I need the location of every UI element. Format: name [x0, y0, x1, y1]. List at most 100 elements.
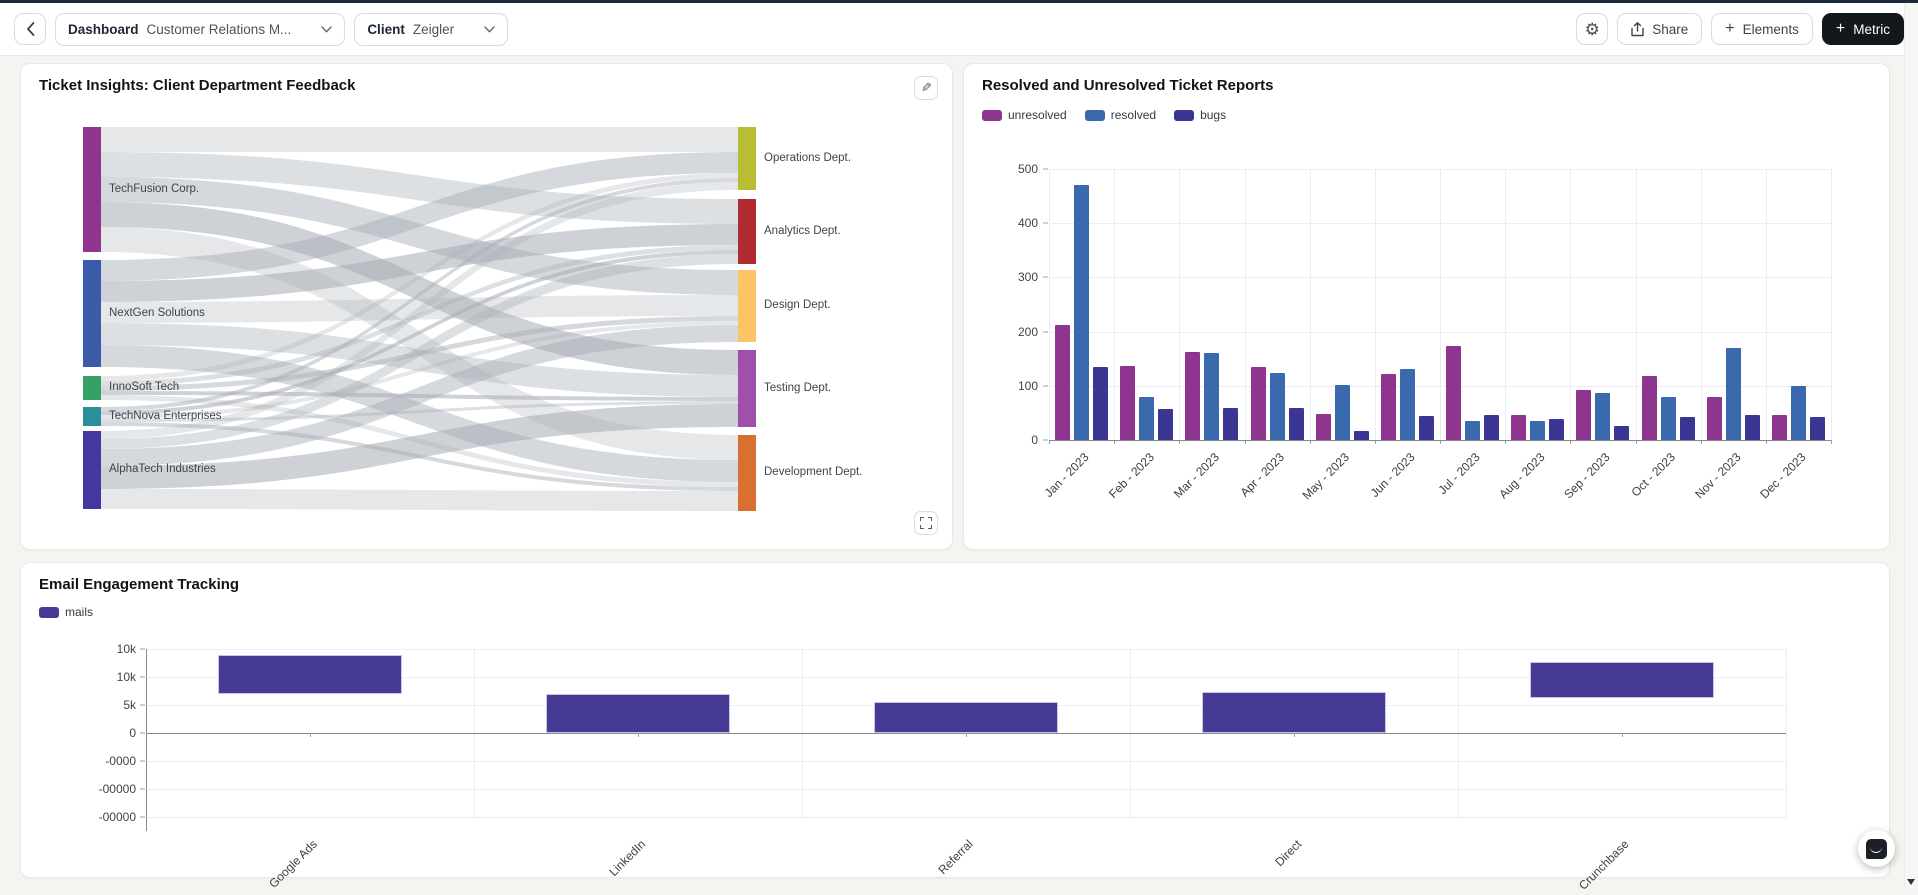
tickets-bar-chart: 500 400 300 200 100 0 Jan - 2023 Feb - 2023 Mar … — [1018, 162, 1832, 502]
bar-unresolved — [1185, 351, 1201, 440]
x-axis-label: Oct - 2023 — [1628, 450, 1678, 500]
mails-legend-item[interactable]: mails — [39, 605, 93, 619]
x-axis-label: Crunchbase — [1576, 837, 1632, 893]
x-axis-line — [1049, 440, 1831, 441]
tickets-card: Resolved and Unresolved Ticket Reports u… — [963, 63, 1890, 550]
sankey-node[interactable] — [83, 407, 101, 426]
x-tick — [1635, 440, 1637, 444]
share-icon — [1631, 21, 1644, 36]
bar-mails — [546, 694, 730, 733]
x-axis-label: Jan - 2023 — [1041, 450, 1092, 501]
chat-bubble-icon — [1866, 838, 1887, 859]
dashboard-selector-label: Dashboard — [68, 21, 139, 37]
gridline — [1049, 169, 1050, 440]
bar-bugs — [1809, 416, 1825, 440]
sankey-card-title: Ticket Insights: Client Department Feedb… — [39, 77, 356, 94]
legend-label: bugs — [1200, 108, 1227, 122]
client-selector[interactable]: Client Zeigler — [354, 12, 509, 46]
bar-bugs — [1549, 418, 1565, 440]
dashboard-selector-value: Customer Relations M... — [146, 21, 292, 37]
sankey-link — [101, 173, 738, 381]
mails-bar-chart: 10k 10k 5k 0 -0000 -00000 -00000 Google Ads Link… — [99, 642, 1787, 893]
tickets-legend-item[interactable]: bugs — [1174, 108, 1226, 122]
sankey-link — [101, 295, 738, 323]
sankey-node-label: TechNova Enterprises — [109, 409, 222, 422]
y-tick — [1043, 331, 1048, 333]
sankey-link — [101, 202, 738, 375]
x-axis-label: Apr - 2023 — [1237, 450, 1287, 500]
sankey-node[interactable] — [738, 350, 756, 427]
chevron-down-icon — [321, 25, 333, 32]
back-button[interactable] — [14, 13, 46, 45]
gridline — [1700, 169, 1702, 440]
gridline — [146, 789, 1786, 790]
x-tick — [638, 733, 639, 737]
bar-resolved — [1595, 393, 1611, 440]
x-axis-label: Direct — [1271, 837, 1304, 870]
y-tick — [140, 648, 145, 650]
sankey-node[interactable] — [738, 435, 756, 511]
x-axis-label: Jul - 2023 — [1435, 450, 1483, 498]
add-metric-button[interactable]: + Metric — [1821, 13, 1904, 45]
gridline — [1114, 169, 1116, 440]
tickets-legend-item[interactable]: resolved — [1084, 108, 1156, 122]
gridline — [146, 649, 1786, 650]
sankey-link — [101, 152, 738, 224]
chevron-down-icon — [484, 25, 495, 32]
bar-unresolved — [1380, 373, 1396, 440]
chat-launcher-button[interactable] — [1858, 830, 1895, 867]
sankey-node[interactable] — [83, 127, 101, 252]
x-tick — [1700, 440, 1702, 444]
x-axis-label: May - 2023 — [1299, 450, 1353, 503]
gridline — [1765, 169, 1767, 440]
sankey-link — [101, 250, 738, 415]
sankey-node[interactable] — [83, 260, 101, 367]
bar-unresolved — [1055, 325, 1071, 440]
sankey-node[interactable] — [83, 431, 101, 509]
bar-resolved — [1139, 396, 1155, 440]
topbar-left-group: Dashboard Customer Relations M... Client… — [14, 12, 509, 46]
dashboard-selector[interactable]: Dashboard Customer Relations M... — [55, 12, 346, 46]
gridline — [146, 761, 1786, 762]
sankey-node[interactable] — [738, 270, 756, 342]
gridline — [1374, 169, 1376, 440]
edit-chart-button[interactable]: ✎ — [914, 76, 938, 100]
bar-unresolved — [1446, 345, 1462, 440]
fullscreen-button[interactable] — [914, 511, 938, 535]
add-elements-button[interactable]: + Elements — [1711, 13, 1813, 45]
gridline — [146, 817, 1786, 818]
settings-button[interactable]: ⚙ — [1576, 13, 1609, 45]
gridline — [1179, 169, 1181, 440]
x-tick — [1114, 440, 1116, 444]
y-axis-label: 5k — [123, 698, 136, 712]
tickets-legend-item[interactable]: unresolved — [982, 108, 1067, 122]
sankey-link — [101, 401, 738, 422]
fullscreen-icon — [920, 517, 932, 529]
page-scrollbar[interactable] — [1904, 3, 1918, 888]
bar-resolved — [1399, 368, 1415, 440]
bar-bugs — [1484, 415, 1500, 440]
x-tick — [1309, 440, 1311, 444]
sankey-link — [101, 345, 738, 482]
sankey-node[interactable] — [738, 127, 756, 190]
sankey-link — [101, 489, 738, 511]
sankey-link — [101, 245, 738, 386]
x-tick — [1179, 440, 1181, 444]
client-selector-value: Zeigler — [412, 21, 455, 37]
share-button-label: Share — [1652, 21, 1689, 37]
sankey-node[interactable] — [83, 376, 101, 400]
sankey-link — [101, 182, 738, 439]
bar-unresolved — [1315, 414, 1331, 440]
share-button[interactable]: Share — [1617, 13, 1703, 45]
legend-swatch — [1174, 109, 1195, 121]
bar-resolved — [1334, 384, 1350, 440]
bar-bugs — [1679, 417, 1695, 440]
x-tick — [1831, 440, 1832, 444]
x-axis-label: Nov - 2023 — [1691, 450, 1744, 502]
legend-swatch — [1084, 109, 1105, 121]
sankey-node[interactable] — [738, 199, 756, 264]
bar-bugs — [1418, 416, 1434, 440]
legend-swatch — [39, 606, 59, 618]
plus-icon: + — [1725, 20, 1735, 37]
sankey-link — [101, 323, 738, 397]
